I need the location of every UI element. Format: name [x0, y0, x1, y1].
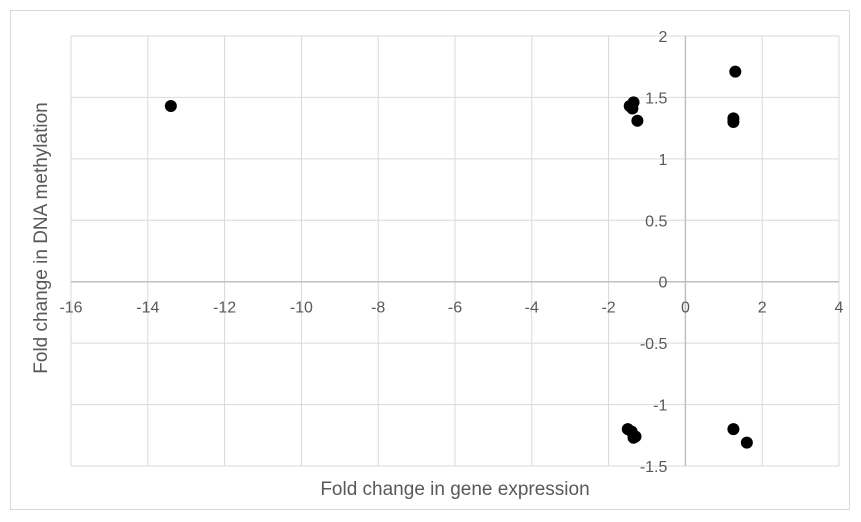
- y-tick-label: 1.5: [645, 90, 667, 107]
- data-point: [626, 102, 639, 115]
- data-point: [727, 116, 740, 128]
- y-tick-label: 2: [658, 29, 667, 46]
- x-tick-label: 0: [681, 300, 690, 317]
- x-tick-label: -16: [59, 300, 82, 317]
- y-tick-label: 0.5: [645, 213, 667, 230]
- y-tick-label: 0: [658, 275, 667, 292]
- grid-layer: [70, 35, 840, 467]
- data-point: [629, 430, 642, 443]
- x-tick-label: -14: [136, 300, 159, 317]
- data-point: [631, 114, 644, 127]
- y-axis-title: Fold change in DNA methylation: [31, 102, 52, 373]
- x-tick-label: -10: [290, 300, 313, 317]
- tick-labels: -16 -14 -12 -10 -8 -6 -4 -2 0 2 4 -1.5 -1 -0.5 0 0.5 1 1.…: [59, 29, 843, 476]
- chart-frame: [10, 10, 850, 510]
- y-tick-label: -1: [653, 398, 667, 415]
- x-tick-label: 4: [835, 300, 844, 317]
- x-tick-label: -6: [448, 300, 462, 317]
- y-tick-label: -0.5: [640, 336, 668, 353]
- data-point: [164, 100, 177, 113]
- data-points: [164, 65, 753, 449]
- x-tick-label: -12: [213, 300, 236, 317]
- y-tick-label: -1.5: [640, 459, 668, 476]
- data-point: [740, 436, 753, 449]
- x-tick-label: -2: [601, 300, 615, 317]
- x-tick-label: -8: [371, 300, 385, 317]
- x-tick-label: 2: [758, 300, 767, 317]
- axis-layer: [71, 36, 839, 466]
- y-tick-label: 1: [658, 152, 667, 169]
- data-point: [729, 65, 742, 78]
- x-tick-label: -4: [525, 300, 539, 317]
- x-axis-title: Fold change in gene expression: [320, 479, 589, 500]
- data-point: [727, 423, 740, 436]
